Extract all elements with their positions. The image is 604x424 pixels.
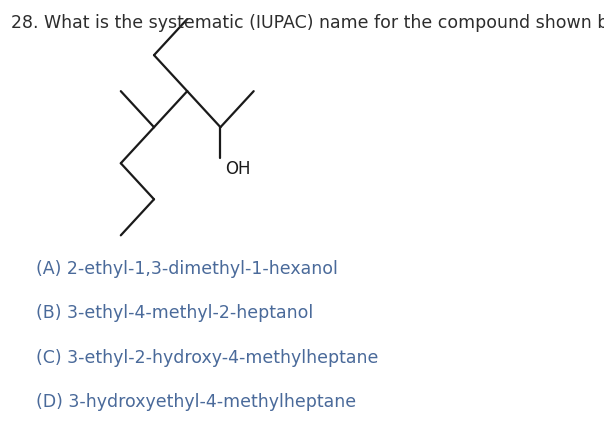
Text: (C) 3-ethyl-2-hydroxy-4-methylheptane: (C) 3-ethyl-2-hydroxy-4-methylheptane: [36, 349, 379, 367]
Text: (B) 3-ethyl-4-methyl-2-heptanol: (B) 3-ethyl-4-methyl-2-heptanol: [36, 304, 313, 322]
Text: OH: OH: [225, 160, 251, 178]
Text: (A) 2-ethyl-1,3-dimethyl-1-hexanol: (A) 2-ethyl-1,3-dimethyl-1-hexanol: [36, 260, 338, 278]
Text: 28. What is the systematic (IUPAC) name for the compound shown below?: 28. What is the systematic (IUPAC) name …: [11, 14, 604, 31]
Text: (D) 3-hydroxyethyl-4-methylheptane: (D) 3-hydroxyethyl-4-methylheptane: [36, 393, 356, 411]
